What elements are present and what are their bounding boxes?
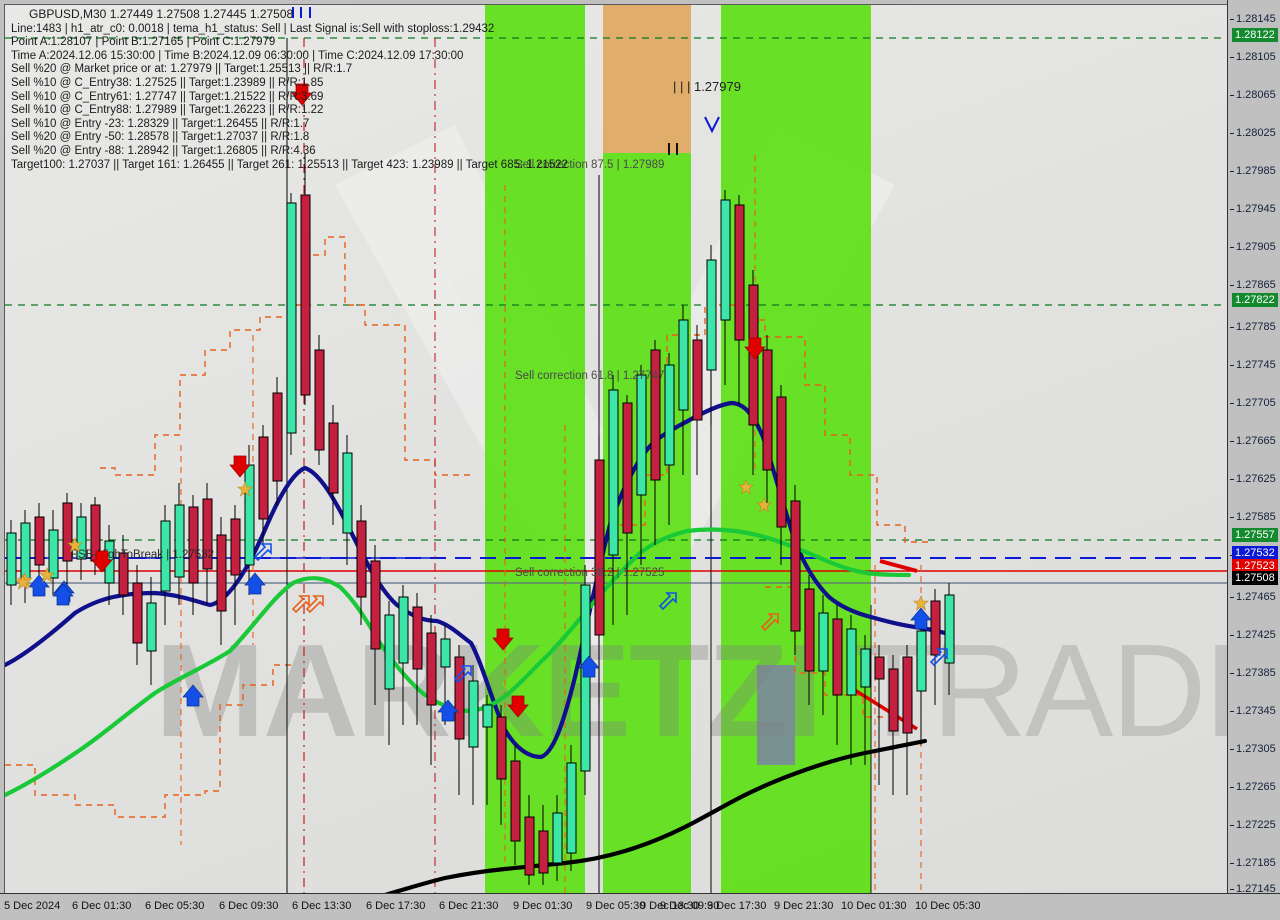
price-level-label-green: 1.27557: [1232, 528, 1278, 542]
alert-star-icon: [39, 567, 55, 583]
price-tick: 1.27625: [1230, 473, 1276, 485]
buy-arrow-up-icon: [52, 583, 74, 606]
session-band-1: [603, 5, 691, 153]
session-band-2: [603, 153, 691, 893]
buy-arrow-up-icon: [437, 699, 459, 722]
header-row-2: Time A:2024.12.06 15:30:00 | Time B:2024…: [11, 49, 464, 62]
price-tick: 1.27705: [1230, 397, 1276, 409]
header-row-0: Line:1483 | h1_atr_c0: 0.0018 | tema_h1_…: [11, 22, 495, 35]
buy-arrow-up-icon: [244, 572, 266, 595]
alert-star-icon: [15, 574, 31, 590]
price-level-label-green: 1.28122: [1232, 28, 1278, 42]
buy-arrow-up-icon: [53, 580, 75, 603]
price-tick: 1.27425: [1230, 629, 1276, 641]
session-band-5: [757, 665, 795, 765]
header-row-8: Sell %20 @ Entry -50: 1.28578 || Target:…: [11, 131, 310, 144]
sell-correction-618: Sell correction 61.8 | 1.27747: [515, 370, 665, 382]
point-c-v-marker: [704, 116, 720, 134]
time-tick: 6 Dec 01:30: [72, 900, 132, 912]
breakout-arrow-ne-icon: [454, 665, 472, 683]
chart-header-info: GBPUSD,M30 1.27449 1.27508 1.27445 1.275…: [11, 7, 568, 173]
sell-correction-875: Sell correction 87.5 | 1.27989: [515, 159, 665, 171]
breakout-arrow-ne-orange-icon: [306, 595, 324, 613]
header-row-5: Sell %10 @ C_Entry61: 1.27747 || Target:…: [11, 90, 324, 103]
time-tick: 5 Dec 2024: [4, 900, 61, 912]
price-tick: 1.27745: [1230, 359, 1276, 371]
price-tick: 1.27225: [1230, 819, 1276, 831]
price-tick: 1.28025: [1230, 127, 1276, 139]
header-detail-rows: Line:1483 | h1_atr_c0: 0.0018 | tema_h1_…: [11, 23, 568, 173]
price-tick: 1.27665: [1230, 435, 1276, 447]
sell-arrow-down-icon: [229, 455, 251, 478]
price-tick: 1.27785: [1230, 321, 1276, 333]
watermark-text: MARKETZI TRADE: [155, 615, 1227, 766]
price-tick: 1.27305: [1230, 743, 1276, 755]
breakout-arrow-ne-orange-icon: [292, 595, 310, 613]
alert-star-icon: [237, 481, 253, 497]
header-row-1: Point A:1.28107 | Point B:1.27165 | Poin…: [11, 36, 276, 49]
price-level-label-red: 1.27523: [1232, 559, 1278, 573]
header-row-3: Sell %20 @ Market price or at: 1.27979 |…: [11, 63, 353, 76]
price-tick: 1.27905: [1230, 241, 1276, 253]
price-axis-divider: [1227, 0, 1228, 894]
price-tick: 1.27985: [1230, 165, 1276, 177]
watermark-thin: TRADE: [853, 617, 1227, 764]
time-tick: 9 Dec 17:30: [707, 900, 767, 912]
buy-arrow-up-icon: [28, 574, 50, 597]
price-tick: 1.27185: [1230, 857, 1276, 869]
price-tick: 1.27465: [1230, 591, 1276, 603]
red-short-seg: [879, 559, 918, 573]
fsb-high-to-break: FSB-HighToBreak | 1.27532: [71, 549, 214, 561]
sell-correction-382: Sell correction 38.2 | 1.27525: [515, 567, 665, 579]
price-tick: 1.27585: [1230, 511, 1276, 523]
price-tick: 1.28065: [1230, 89, 1276, 101]
breakout-arrow-ne-icon: [930, 648, 948, 666]
header-row-10: Target100: 1.27037 || Target 161: 1.2645…: [11, 158, 568, 171]
buy-arrow-up-icon: [182, 684, 204, 707]
point-c-price-label: | | | 1.27979: [673, 79, 741, 94]
price-tick: 1.27865: [1230, 279, 1276, 291]
price-tick: 1.27145: [1230, 883, 1276, 895]
time-axis-divider: [0, 893, 1280, 894]
time-tick: 9 Dec 01:30: [513, 900, 573, 912]
price-tick: 1.28145: [1230, 13, 1276, 25]
time-tick: 9 Dec 21:30: [774, 900, 834, 912]
time-axis[interactable]: 5 Dec 2024 6 Dec 01:30 6 Dec 05:30 6 Dec 09…: [0, 894, 1280, 920]
breakout-arrow-ne-icon: [254, 543, 272, 561]
price-level-label-green: 1.27822: [1232, 293, 1278, 307]
price-level-label-black: 1.27508: [1232, 571, 1278, 585]
alert-star-icon: [913, 595, 929, 611]
alert-star-icon: [17, 572, 33, 588]
chart-plot-area[interactable]: MARKETZI TRADE: [4, 4, 1228, 894]
price-tick: 1.27265: [1230, 781, 1276, 793]
price-tick: 1.28105: [1230, 51, 1276, 63]
header-row-9: Sell %20 @ Entry -88: 1.28942 || Target:…: [11, 144, 316, 157]
price-tick: 1.27345: [1230, 705, 1276, 717]
time-tick: 6 Dec 21:30: [439, 900, 499, 912]
time-tick: 9 Dec 05:30: [586, 900, 646, 912]
price-tick: 1.27385: [1230, 667, 1276, 679]
price-axis[interactable]: 1.28145 1.28105 1.28065 1.28025 1.27985 1.279…: [1228, 0, 1280, 895]
buy-arrow-up-icon: [910, 607, 932, 630]
time-tick: 6 Dec 13:30: [292, 900, 352, 912]
header-row-4: Sell %10 @ C_Entry38: 1.27525 || Target:…: [11, 76, 324, 89]
time-tick: 6 Dec 17:30: [366, 900, 426, 912]
time-tick: 10 Dec 05:30: [915, 900, 981, 912]
price-tick: 1.27945: [1230, 203, 1276, 215]
time-tick: 6 Dec 05:30: [145, 900, 205, 912]
chart-symbol-ohlc: GBPUSD,M30 1.27449 1.27508 1.27445 1.275…: [29, 7, 294, 21]
price-level-label-blue: 1.27532: [1232, 546, 1278, 560]
time-tick: 9 Dec 13:30: [640, 900, 700, 912]
header-row-7: Sell %10 @ Entry -23: 1.28329 || Target:…: [11, 117, 310, 130]
time-tick: 6 Dec 09:30: [219, 900, 279, 912]
time-tick: 9 Dec 09:30: [660, 900, 720, 912]
time-tick: 10 Dec 01:30: [841, 900, 907, 912]
header-row-6: Sell %10 @ C_Entry88: 1.27989 || Target:…: [11, 104, 324, 117]
